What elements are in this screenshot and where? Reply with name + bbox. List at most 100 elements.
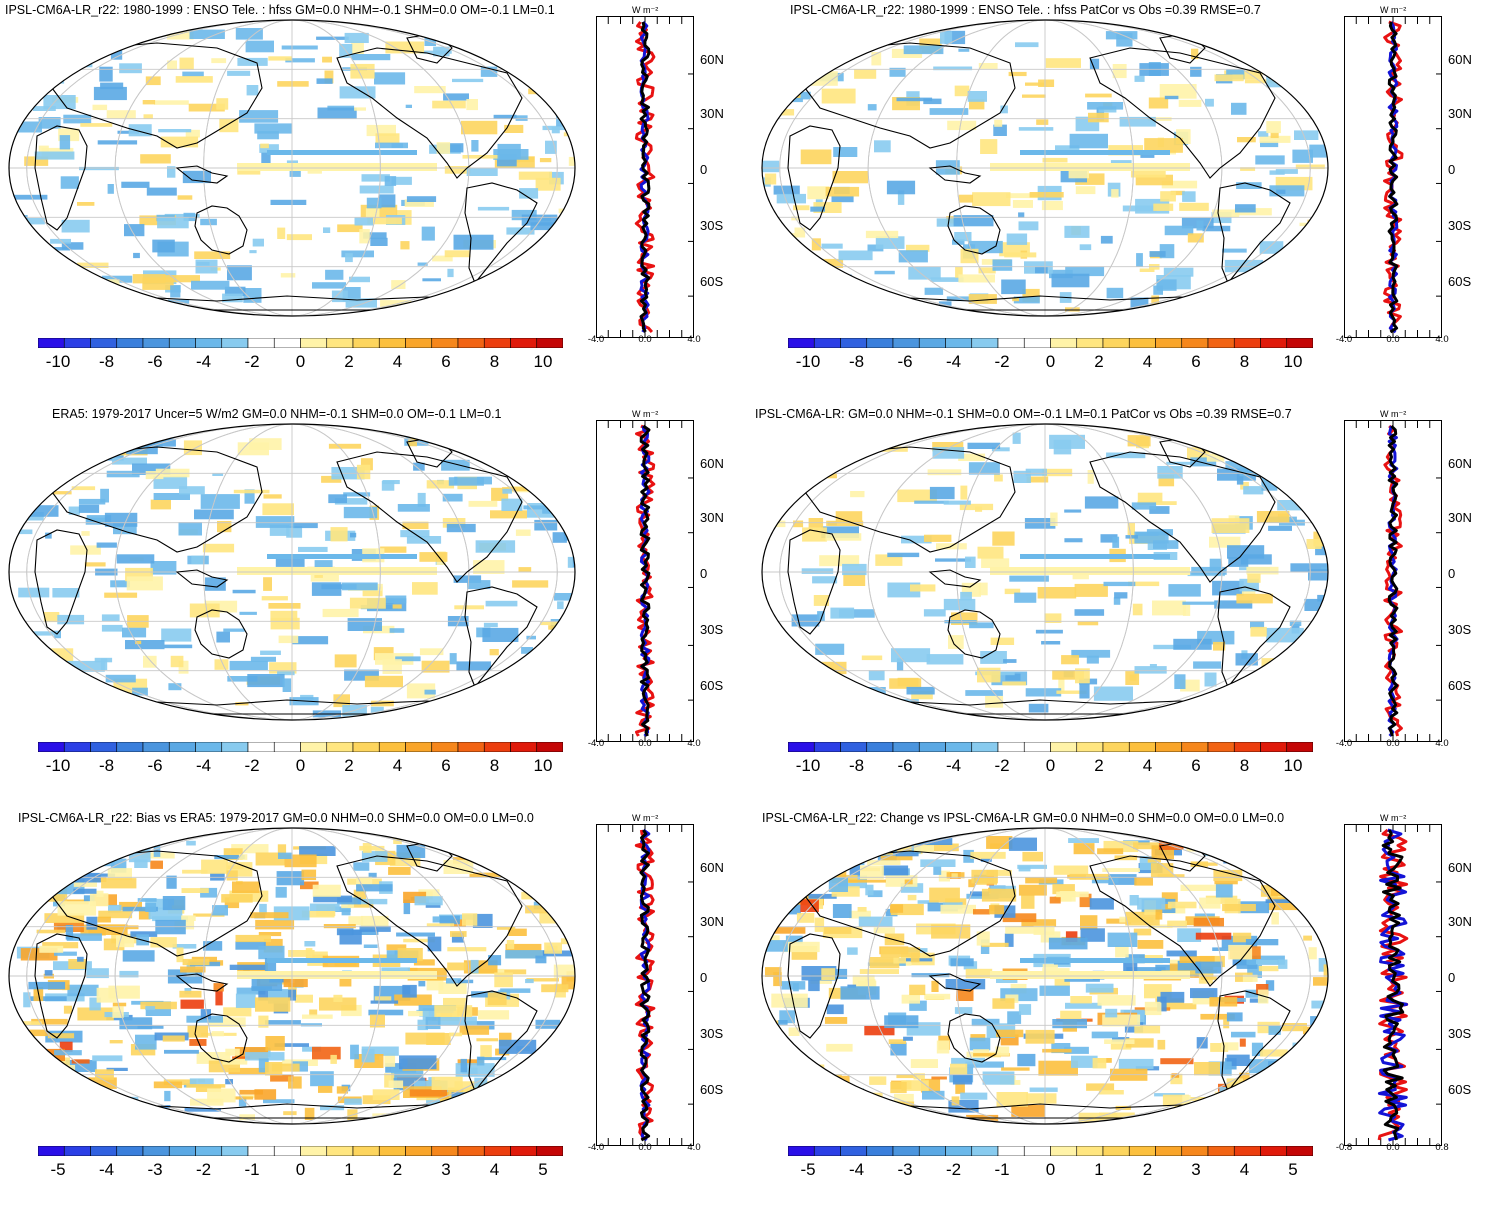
zonal-mean-plot xyxy=(596,824,694,1146)
colorbar-tick-label: 1 xyxy=(1094,1160,1103,1180)
colorbar-tick-label: 4 xyxy=(393,756,402,776)
latitude-label: 60N xyxy=(1448,860,1472,875)
panel-title: ERA5: 1979-2017 Uncer=5 W/m2 GM=0.0 NHM=… xyxy=(52,407,502,421)
colorbar-tick-label: 8 xyxy=(490,756,499,776)
zonal-tick-label: -4.0 xyxy=(1336,738,1352,749)
zonal-mean-plot xyxy=(1344,16,1442,338)
latitude-label: 30N xyxy=(1448,914,1472,929)
map-panel-2: IPSL-CM6A-LR_r22: 1980-1999 : ENSO Tele.… xyxy=(748,0,1487,400)
colorbar-tick-label: 2 xyxy=(344,352,353,372)
zonal-unit-label: W m⁻² xyxy=(632,813,658,824)
colorbar-tick-label: 6 xyxy=(1191,352,1200,372)
latitude-label: 60S xyxy=(1448,678,1471,693)
zonal-tick-label: 4.0 xyxy=(687,1142,700,1153)
panel-title: IPSL-CM6A-LR: GM=0.0 NHM=-0.1 SHM=0.0 OM… xyxy=(755,407,1292,421)
map-panel-3: ERA5: 1979-2017 Uncer=5 W/m2 GM=0.0 NHM=… xyxy=(0,404,740,804)
colorbar-tick-label: -10 xyxy=(796,352,821,372)
panel-title: IPSL-CM6A-LR_r22: 1980-1999 : ENSO Tele.… xyxy=(790,3,1261,17)
colorbar-tick-label: 0 xyxy=(296,352,305,372)
zonal-unit-label: W m⁻² xyxy=(1380,813,1406,824)
zonal-tick-label: -4.0 xyxy=(588,1142,604,1153)
colorbar-tick-label: 0 xyxy=(1046,756,1055,776)
colorbar xyxy=(788,338,1313,348)
colorbar-tick-label: -4 xyxy=(196,756,211,776)
zonal-tick-label: 0.0 xyxy=(1386,334,1399,345)
zonal-tick-label: 0.8 xyxy=(1435,1142,1448,1153)
panel-title: IPSL-CM6A-LR_r22: Bias vs ERA5: 1979-201… xyxy=(18,811,534,825)
zonal-tick-label: -4.0 xyxy=(1336,334,1352,345)
latitude-label: 0 xyxy=(1448,162,1455,177)
colorbar-tick-label: 6 xyxy=(441,756,450,776)
zonal-unit-label: W m⁻² xyxy=(632,5,658,16)
colorbar-tick-label: -2 xyxy=(994,352,1009,372)
zonal-tick-label: 4.0 xyxy=(687,738,700,749)
world-map xyxy=(7,422,577,722)
zonal-unit-label: W m⁻² xyxy=(632,409,658,420)
latitude-label: 30S xyxy=(1448,622,1471,637)
latitude-label: 30N xyxy=(700,106,724,121)
latitude-label: 0 xyxy=(700,162,707,177)
colorbar-tick-label: -2 xyxy=(196,1160,211,1180)
latitude-label: 0 xyxy=(700,970,707,985)
colorbar-tick-label: 2 xyxy=(1094,352,1103,372)
world-map xyxy=(7,18,577,318)
colorbar-tick-label: -4 xyxy=(849,1160,864,1180)
colorbar-tick-label: -2 xyxy=(994,756,1009,776)
zonal-tick-label: 0.0 xyxy=(638,738,651,749)
zonal-unit-label: W m⁻² xyxy=(1380,5,1406,16)
latitude-label: 60S xyxy=(1448,274,1471,289)
latitude-label: 0 xyxy=(1448,970,1455,985)
latitude-label: 60N xyxy=(700,52,724,67)
colorbar-tick-label: 4 xyxy=(1240,1160,1249,1180)
zonal-tick-label: -4.0 xyxy=(588,334,604,345)
colorbar-tick-label: -3 xyxy=(897,1160,912,1180)
zonal-tick-label: -0.8 xyxy=(1336,1142,1352,1153)
latitude-label: 60S xyxy=(1448,1082,1471,1097)
colorbar-tick-label: -6 xyxy=(897,756,912,776)
colorbar-tick-label: -8 xyxy=(99,352,114,372)
latitude-label: 30S xyxy=(1448,1026,1471,1041)
latitude-label: 30S xyxy=(700,1026,723,1041)
panel-title: IPSL-CM6A-LR_r22: Change vs IPSL-CM6A-LR… xyxy=(762,811,1284,825)
zonal-tick-label: 4.0 xyxy=(687,334,700,345)
zonal-mean-plot xyxy=(1344,420,1442,742)
colorbar-tick-label: 0 xyxy=(296,1160,305,1180)
colorbar xyxy=(788,1146,1313,1156)
latitude-label: 60N xyxy=(1448,456,1472,471)
colorbar-tick-label: 10 xyxy=(1284,756,1303,776)
zonal-tick-label: 0.0 xyxy=(1386,738,1399,749)
world-map xyxy=(760,826,1330,1126)
latitude-label: 60S xyxy=(700,678,723,693)
zonal-mean-plot xyxy=(1344,824,1442,1146)
zonal-tick-label: -4.0 xyxy=(588,738,604,749)
colorbar-tick-label: 8 xyxy=(1240,756,1249,776)
colorbar-tick-label: -4 xyxy=(946,352,961,372)
colorbar-tick-label: 10 xyxy=(534,756,553,776)
latitude-label: 30N xyxy=(700,914,724,929)
colorbar-tick-label: -2 xyxy=(244,352,259,372)
colorbar-tick-label: 1 xyxy=(344,1160,353,1180)
colorbar-tick-label: -4 xyxy=(196,352,211,372)
colorbar-tick-label: -2 xyxy=(244,756,259,776)
colorbar-tick-label: 4 xyxy=(1143,352,1152,372)
zonal-tick-label: 4.0 xyxy=(1435,334,1448,345)
zonal-tick-label: 0.0 xyxy=(638,334,651,345)
colorbar-tick-label: 4 xyxy=(1143,756,1152,776)
colorbar-tick-label: 3 xyxy=(441,1160,450,1180)
zonal-tick-label: 0.0 xyxy=(638,1142,651,1153)
colorbar-tick-label: 6 xyxy=(1191,756,1200,776)
zonal-mean-plot xyxy=(596,16,694,338)
map-panel-5: IPSL-CM6A-LR_r22: Bias vs ERA5: 1979-201… xyxy=(0,808,740,1208)
latitude-label: 30S xyxy=(700,622,723,637)
zonal-unit-label: W m⁻² xyxy=(1380,409,1406,420)
latitude-label: 0 xyxy=(1448,566,1455,581)
colorbar-tick-label: 4 xyxy=(393,352,402,372)
colorbar-tick-label: 0 xyxy=(296,756,305,776)
map-panel-6: IPSL-CM6A-LR_r22: Change vs IPSL-CM6A-LR… xyxy=(748,808,1487,1208)
colorbar-tick-label: 2 xyxy=(344,756,353,776)
zonal-tick-label: 4.0 xyxy=(1435,738,1448,749)
